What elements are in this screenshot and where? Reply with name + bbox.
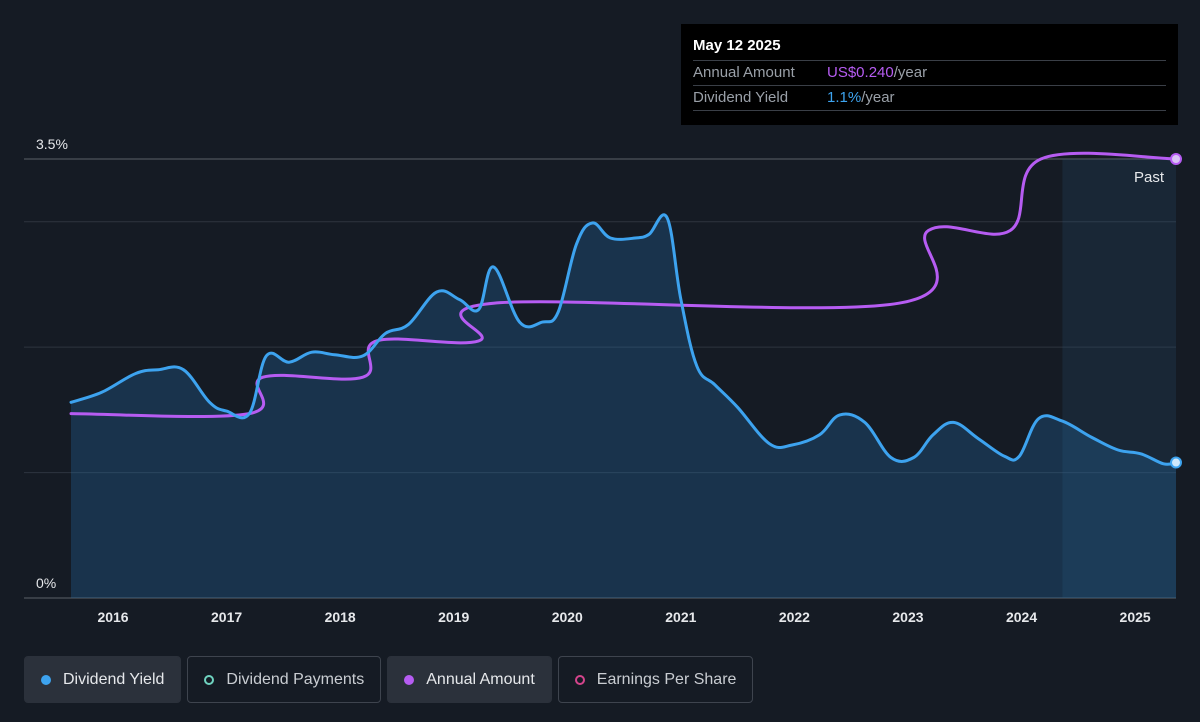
dividend-yield-dot-icon (41, 674, 51, 685)
tooltip-yield-row: Dividend Yield 1.1%/year (693, 86, 1166, 111)
annual-amount-dot-icon (404, 674, 415, 685)
x-tick-label: 2016 (97, 609, 128, 625)
gridlines (24, 158, 1176, 599)
earnings-per-share-ring-icon (574, 674, 585, 685)
x-tick-label: 2019 (438, 609, 469, 625)
x-tick-label: 2022 (779, 609, 810, 625)
dividend-payments-ring-icon (204, 674, 215, 685)
tooltip-annual-row: Annual Amount US$0.240/year (693, 61, 1166, 86)
dividend-yield-area (71, 214, 1176, 598)
legend-annual-amount-button[interactable]: Annual Amount (387, 656, 552, 703)
tooltip-annual-label: Annual Amount (693, 64, 795, 81)
legend-label: Dividend Payments (226, 670, 365, 688)
tooltip: May 12 2025 Annual Amount US$0.240/year D… (681, 24, 1178, 125)
x-tick-label: 2024 (1006, 609, 1037, 625)
past-label: Past (1134, 169, 1165, 186)
tooltip-yield-unit: /year (861, 89, 895, 106)
legend: Dividend Yield Dividend Payments Annual … (24, 656, 754, 703)
tooltip-annual-value: US$0.240 (827, 64, 894, 81)
x-tick-label: 2025 (1120, 609, 1151, 625)
legend-label: Dividend Yield (63, 670, 165, 688)
tooltip-yield-label: Dividend Yield (693, 89, 789, 106)
legend-dividend-payments-button[interactable]: Dividend Payments (187, 656, 382, 703)
tooltip-annual-unit: /year (893, 64, 928, 81)
x-tick-label: 2021 (665, 609, 696, 625)
y-tick-label: 3.5% (36, 136, 68, 152)
past-region-shade (1062, 159, 1176, 598)
legend-label: Earnings Per Share (596, 670, 737, 688)
y-tick-label: 0% (36, 575, 56, 591)
x-tick-label: 2018 (325, 609, 356, 625)
legend-dividend-yield-button[interactable]: Dividend Yield (24, 656, 182, 703)
dividend-yield-line (69, 213, 1178, 466)
x-tick-label: 2017 (211, 609, 242, 625)
legend-label: Annual Amount (426, 670, 535, 688)
annual-amount-end-marker (1170, 153, 1182, 165)
x-tick-label: 2023 (892, 609, 923, 625)
dividend-yield-end-marker (1170, 456, 1182, 469)
legend-earnings-per-share-button[interactable]: Earnings Per Share (557, 656, 754, 703)
tooltip-date: May 12 2025 (693, 36, 1166, 61)
x-tick-label: 2020 (552, 609, 583, 625)
tooltip-yield-value: 1.1% (827, 89, 862, 106)
